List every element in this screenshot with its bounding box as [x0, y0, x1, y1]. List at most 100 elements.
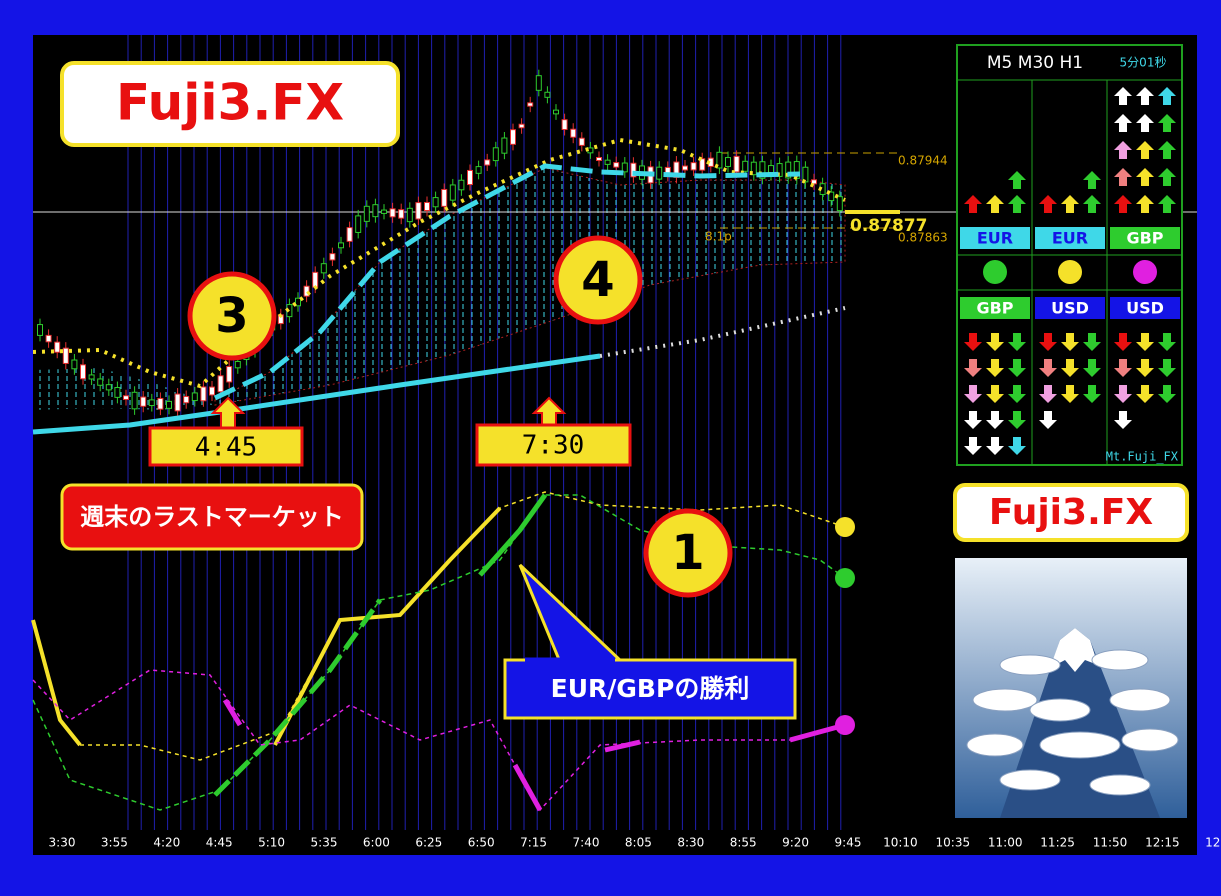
time-label: 8:55: [730, 836, 757, 850]
candle: [519, 124, 524, 128]
currency-weak: USD: [1051, 299, 1089, 318]
candle: [158, 398, 163, 409]
candle: [734, 156, 739, 172]
logo: Fuji3.FX: [116, 74, 344, 132]
time-label: 4:20: [153, 836, 180, 850]
time-label: 6:25: [415, 836, 442, 850]
candle: [115, 388, 120, 398]
candle: [476, 167, 481, 174]
candle: [210, 387, 215, 395]
candle: [89, 375, 94, 379]
badge: 3: [190, 274, 274, 358]
candle: [691, 163, 696, 170]
banner: 週末のラストマーケット: [80, 503, 344, 531]
time-label: 6:50: [468, 836, 495, 850]
candle: [597, 157, 602, 160]
candle: [55, 342, 60, 352]
currency-strong: EUR: [1052, 229, 1088, 248]
bubble-text: EUR/GBPの勝利: [551, 674, 750, 703]
candle: [63, 348, 68, 363]
time-label: 3:30: [49, 836, 76, 850]
candle: [98, 379, 103, 385]
time-label: 7:40: [573, 836, 600, 850]
candle: [554, 110, 559, 114]
candle: [227, 367, 232, 382]
candle: [614, 163, 619, 168]
side-logo: Fuji3.FX: [989, 492, 1153, 533]
candle: [218, 376, 223, 392]
price-marker: [845, 210, 900, 214]
strength-panel: M5 M30 H1 5分01秒 Mt.Fuji_FX EUR EUR GBP GBP U…: [957, 45, 1182, 465]
badge-number: 1: [671, 525, 704, 581]
panel-footer: Mt.Fuji_FX: [1106, 450, 1179, 464]
page: { "header": {"logo": "Fuji3.FX"}, "badge…: [0, 0, 1221, 896]
price-label: 0.87944: [898, 154, 948, 168]
candle: [175, 394, 180, 411]
mountain-image: [955, 558, 1187, 818]
candle: [450, 185, 455, 200]
candle: [545, 92, 550, 97]
time-label: 6:00: [363, 836, 390, 850]
candle: [141, 397, 146, 406]
time-label: 5:10: [258, 836, 285, 850]
time-label: 10:10: [883, 836, 918, 850]
time-label: 9:45: [835, 836, 862, 850]
end-dot: [835, 517, 855, 537]
candle: [433, 198, 438, 207]
candle: [416, 203, 421, 219]
callout-time: 7:30: [522, 431, 585, 461]
time-axis: 3:303:554:204:455:105:356:006:256:507:15…: [49, 836, 1221, 850]
candle: [683, 166, 688, 170]
currency-dot: [1133, 260, 1157, 284]
time-label: 8:05: [625, 836, 652, 850]
candle: [38, 325, 43, 336]
candle: [235, 362, 240, 368]
screenshot: 3:303:554:204:455:105:356:006:256:507:15…: [0, 0, 1221, 896]
candle: [313, 272, 318, 287]
timer: 5分01秒: [1120, 56, 1167, 70]
candle: [485, 160, 490, 165]
candle: [364, 206, 369, 221]
time-label: 9:20: [782, 836, 809, 850]
candle: [502, 138, 507, 153]
time-label: 8:30: [677, 836, 704, 850]
currency-weak: GBP: [976, 299, 1013, 318]
time-label: 11:50: [1093, 836, 1128, 850]
candle: [356, 216, 361, 233]
candle: [605, 160, 610, 164]
pips-label: 8.1p: [705, 230, 732, 244]
candle: [339, 243, 344, 248]
candle: [837, 197, 842, 211]
candle: [468, 170, 473, 184]
end-dot: [835, 568, 855, 588]
candle: [442, 189, 447, 206]
time-label: 4:45: [206, 836, 233, 850]
candle: [149, 400, 154, 406]
candle: [321, 264, 326, 273]
time-label: 5:35: [311, 836, 338, 850]
time-label: 12:15: [1145, 836, 1180, 850]
candle: [425, 202, 430, 210]
candle: [399, 210, 404, 219]
candle: [536, 76, 541, 91]
candle: [124, 396, 129, 400]
candle: [571, 129, 576, 137]
candle: [81, 365, 86, 379]
timeframes: M5 M30 H1: [987, 53, 1083, 73]
callout-time: 4:45: [195, 433, 258, 463]
candle: [382, 210, 387, 213]
currency-strong: GBP: [1126, 229, 1163, 248]
badge: 4: [556, 238, 640, 322]
end-dot: [835, 715, 855, 735]
badge-number: 3: [215, 288, 248, 344]
candle: [106, 385, 111, 390]
candle: [407, 208, 412, 221]
price-current: 0.87877: [850, 216, 927, 236]
candle: [46, 335, 51, 341]
candle: [390, 209, 395, 217]
candle: [528, 103, 533, 106]
candle: [330, 254, 335, 260]
candle: [132, 392, 137, 409]
candle: [184, 396, 189, 402]
currency-strong: EUR: [977, 229, 1013, 248]
